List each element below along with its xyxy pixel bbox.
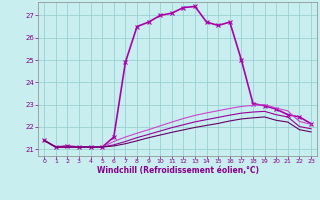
X-axis label: Windchill (Refroidissement éolien,°C): Windchill (Refroidissement éolien,°C) bbox=[97, 166, 259, 175]
